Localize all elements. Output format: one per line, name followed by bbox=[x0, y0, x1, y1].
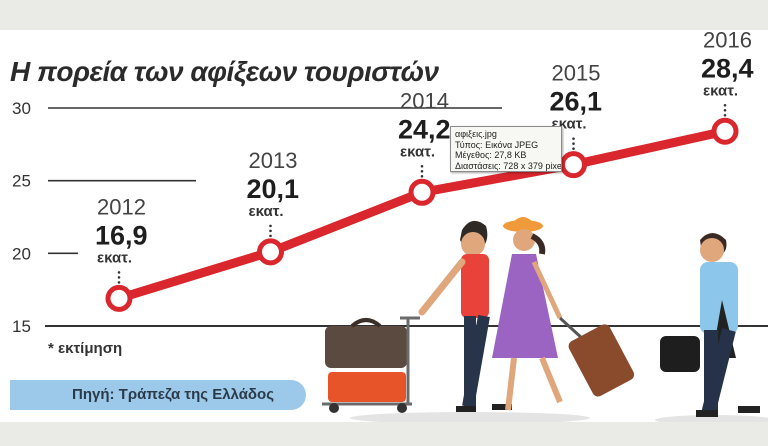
source-text: Πηγή: Τράπεζα της Ελλάδος bbox=[72, 386, 274, 403]
data-points bbox=[105, 117, 739, 312]
x-tick-label: 2014 bbox=[400, 88, 449, 113]
man-with-bag-icon bbox=[660, 233, 760, 417]
tooltip-size: Μέγεθος: 27,8 KB bbox=[455, 150, 527, 160]
y-tick-label: 30 bbox=[12, 99, 31, 118]
leader-dot bbox=[420, 169, 424, 173]
data-point bbox=[105, 284, 133, 312]
tooltip-filename: αφιξεις.jpg bbox=[455, 129, 497, 139]
file-info-tooltip: αφιξεις.jpg Τύπος: Εικόνα JPEG Μέγεθος: … bbox=[450, 126, 562, 172]
luggage-trolley-icon bbox=[322, 316, 420, 413]
chart-title: Η πορεία των αφίξεων τουριστών bbox=[10, 56, 439, 87]
footnote: * εκτίμηση bbox=[48, 340, 123, 357]
rolling-suitcase-icon bbox=[558, 316, 635, 397]
tooltip-dimensions: Διαστάσεις: 728 x 379 pixel bbox=[455, 160, 562, 171]
value-label: 24,2 bbox=[398, 114, 451, 144]
data-point bbox=[560, 151, 587, 179]
tooltip-type: Τύπος: Εικόνα JPEG bbox=[455, 139, 539, 150]
unit-label: εκατ. bbox=[703, 82, 738, 99]
leader-dot bbox=[269, 234, 272, 238]
unit-label: εκατ. bbox=[97, 249, 132, 266]
leader-dot bbox=[572, 137, 575, 140]
leader-dot bbox=[723, 113, 727, 117]
leader-dot bbox=[420, 164, 424, 168]
leader-dot bbox=[572, 142, 575, 145]
y-tick-label: 20 bbox=[12, 244, 31, 263]
top-band bbox=[0, 0, 768, 30]
leader-dot bbox=[117, 281, 121, 284]
leader-dot bbox=[723, 108, 727, 112]
data-point bbox=[257, 238, 284, 266]
x-tick-label: 2013 bbox=[249, 148, 298, 173]
value-label: 16,9 bbox=[95, 220, 148, 250]
leader-dot bbox=[269, 229, 272, 233]
x-tick-label: 2015 bbox=[552, 61, 601, 86]
data-point bbox=[711, 117, 739, 145]
leader-dot bbox=[572, 147, 575, 150]
unit-label: εκατ. bbox=[400, 143, 435, 160]
x-tick-label: 2012 bbox=[97, 194, 146, 219]
value-label: 28,4 bbox=[701, 53, 754, 83]
source-bar: Πηγή: Τράπεζα της Ελλάδος bbox=[10, 380, 306, 410]
man-red-shirt-icon bbox=[418, 220, 512, 412]
woman-purple-dress-icon bbox=[492, 217, 563, 411]
y-tick-label: 25 bbox=[12, 172, 31, 191]
value-label: 20,1 bbox=[247, 174, 300, 204]
y-axis: 15 20 25 30 bbox=[12, 99, 31, 336]
travellers-illustration bbox=[322, 217, 768, 425]
x-tick-label: 2016 bbox=[703, 27, 752, 52]
leader-dot bbox=[117, 271, 121, 274]
leader-dot bbox=[420, 174, 424, 178]
unit-label: εκατ. bbox=[249, 203, 284, 220]
data-point bbox=[408, 178, 436, 206]
leader-dot bbox=[117, 276, 121, 279]
y-tick-label: 15 bbox=[12, 317, 31, 336]
value-label: 26,1 bbox=[550, 87, 603, 117]
leader-dot bbox=[723, 103, 727, 107]
leader-dot bbox=[269, 224, 272, 228]
bottom-band bbox=[0, 422, 768, 446]
leader-dots bbox=[117, 103, 727, 284]
